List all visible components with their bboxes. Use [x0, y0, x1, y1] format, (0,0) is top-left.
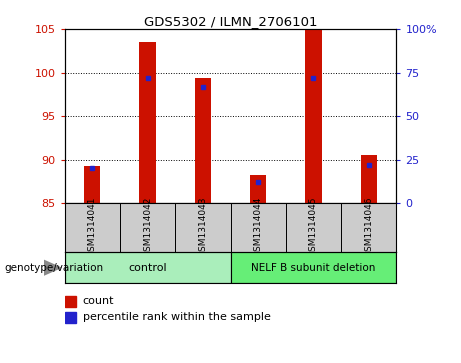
Bar	[195, 78, 211, 203]
Polygon shape	[44, 260, 62, 276]
Bar	[305, 29, 322, 203]
Text: GSM1314044: GSM1314044	[254, 197, 263, 257]
Bar	[175, 203, 230, 252]
Bar	[286, 203, 341, 252]
Bar	[84, 166, 100, 203]
Bar	[139, 42, 156, 203]
Bar	[65, 252, 230, 283]
Bar	[65, 295, 76, 306]
Text: GSM1314045: GSM1314045	[309, 196, 318, 257]
Bar	[120, 203, 175, 252]
Text: GSM1314046: GSM1314046	[364, 196, 373, 257]
Text: NELF B subunit deletion: NELF B subunit deletion	[251, 263, 376, 273]
Bar	[230, 203, 286, 252]
Title: GDS5302 / ILMN_2706101: GDS5302 / ILMN_2706101	[144, 15, 317, 28]
Bar	[250, 175, 266, 203]
Text: GSM1314042: GSM1314042	[143, 197, 152, 257]
Bar	[65, 203, 120, 252]
Bar	[341, 203, 396, 252]
Text: count: count	[83, 296, 114, 306]
Text: percentile rank within the sample: percentile rank within the sample	[83, 312, 271, 322]
Bar	[65, 311, 76, 323]
Bar	[361, 155, 377, 203]
Text: control: control	[128, 263, 167, 273]
Text: GSM1314043: GSM1314043	[198, 196, 207, 257]
Text: genotype/variation: genotype/variation	[5, 263, 104, 273]
Text: GSM1314041: GSM1314041	[88, 196, 97, 257]
Bar	[230, 252, 396, 283]
